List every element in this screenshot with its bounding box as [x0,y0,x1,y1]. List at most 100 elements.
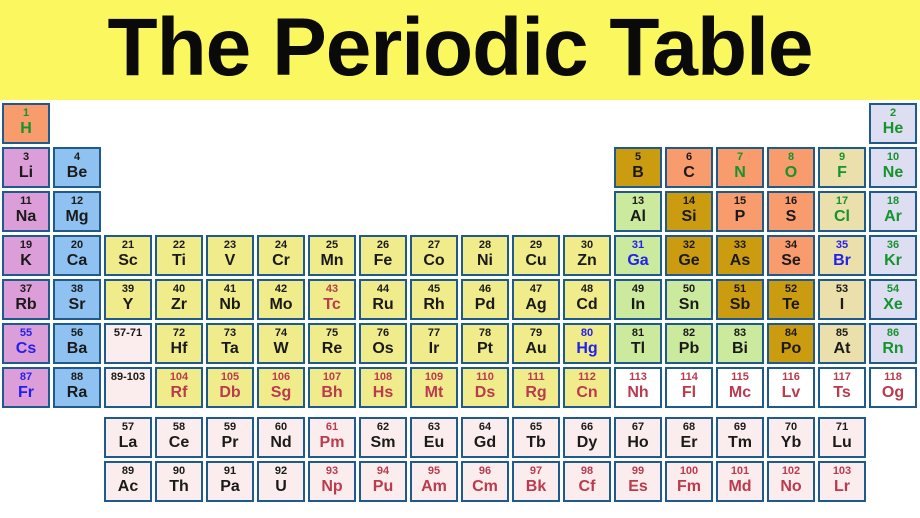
element-cell-al: 13 Al [614,191,662,232]
element-cell-u: 92 U [257,461,305,502]
element-cell-eu: 63 Eu [410,417,458,458]
atomic-number: 106 [271,371,291,383]
atomic-number: 47 [529,283,543,295]
atomic-number: 116 [782,371,800,383]
atomic-number: 29 [529,239,543,251]
element-symbol: Fl [681,384,697,401]
element-cell-cr: 24 Cr [257,235,305,276]
element-cell-sc: 21 Sc [104,235,152,276]
atomic-number: 3 [22,151,30,163]
element-symbol: Ne [882,164,904,181]
atomic-number: 2 [889,107,897,119]
element-symbol: Nd [270,434,292,451]
atomic-number: 84 [784,327,798,339]
atomic-number: 80 [580,327,594,339]
atomic-number: 31 [631,239,645,251]
element-cell-w: 74 W [257,323,305,364]
atomic-number: 37 [19,283,33,295]
element-cell-gd: 64 Gd [461,417,509,458]
atomic-number: 33 [733,239,747,251]
atomic-number: 10 [886,151,900,163]
element-symbol: At [833,340,851,357]
atomic-number: 15 [733,195,747,207]
atomic-number: 72 [172,327,186,339]
element-cell-hs: 108 Hs [359,367,407,408]
element-symbol: Lr [834,478,850,495]
atomic-number: 78 [478,327,492,339]
element-symbol: Li [18,164,34,181]
element-symbol: Sg [270,384,292,401]
element-cell-sn: 50 Sn [665,279,713,320]
atomic-number: 68 [682,421,696,433]
element-symbol: Hf [170,340,188,357]
element-symbol: Ca [66,252,88,269]
element-symbol: Y [122,296,134,313]
element-cell-hg: 80 Hg [563,323,611,364]
element-cell-np: 93 Np [308,461,356,502]
atomic-number: 4 [73,151,81,163]
element-cell-ra: 88 Ra [53,367,101,408]
element-cell-cs: 55 Cs [2,323,50,364]
atomic-number: 23 [223,239,237,251]
atomic-number: 62 [376,421,390,433]
element-symbol: Th [169,478,189,495]
element-cell-ce: 58 Ce [155,417,203,458]
element-symbol: Lu [832,434,852,451]
element-symbol: Dy [576,434,598,451]
element-symbol: Ti [172,252,186,269]
atomic-number: 107 [322,371,342,383]
atomic-number: 98 [580,465,594,477]
atomic-number: 90 [172,465,186,477]
element-symbol: Cm [472,478,498,495]
element-symbol: Md [728,478,752,495]
element-cell-lv: 116 Lv [767,367,815,408]
element-cell-md: 101 Md [716,461,764,502]
atomic-number: 13 [631,195,645,207]
element-symbol: Ni [477,252,493,269]
element-cell-es: 99 Es [614,461,662,502]
atomic-number: 27 [427,239,441,251]
element-symbol: Hg [576,340,598,357]
element-cell-ta: 73 Ta [206,323,254,364]
element-symbol: Og [881,384,905,401]
element-cell-br: 35 Br [818,235,866,276]
element-symbol: W [273,340,289,357]
element-symbol: Mc [728,384,752,401]
element-cell-he: 2 He [869,103,917,144]
atomic-number: 63 [427,421,441,433]
element-cell-hf: 72 Hf [155,323,203,364]
atomic-number: 56 [70,327,84,339]
atomic-number: 21 [121,239,135,251]
element-symbol: Fe [373,252,393,269]
element-symbol: Lv [781,384,801,401]
element-cell-zn: 30 Zn [563,235,611,276]
element-symbol: Pm [319,434,345,451]
element-cell-fe: 26 Fe [359,235,407,276]
element-cell-lu: 71 Lu [818,417,866,458]
atomic-number: 93 [325,465,339,477]
element-symbol: U [275,478,287,495]
element-symbol: Rf [170,384,188,401]
element-cell-ag: 47 Ag [512,279,560,320]
element-cell-y: 39 Y [104,279,152,320]
element-symbol: Nh [627,384,649,401]
atomic-number: 11 [20,195,32,207]
element-symbol: V [224,252,236,269]
atomic-number: 55 [19,327,33,339]
element-symbol: Tb [526,434,546,451]
element-symbol: Sn [678,296,700,313]
atomic-number: 12 [70,195,84,207]
element-cell-ts: 117 Ts [818,367,866,408]
element-cell-sg: 106 Sg [257,367,305,408]
atomic-number: 54 [886,283,900,295]
element-cell-ds: 110 Ds [461,367,509,408]
element-symbol: Eu [423,434,445,451]
element-cell-v: 23 V [206,235,254,276]
atomic-number: 42 [274,283,288,295]
element-symbol: Pr [221,434,239,451]
element-symbol: Ac [117,478,139,495]
element-cell-xe: 54 Xe [869,279,917,320]
